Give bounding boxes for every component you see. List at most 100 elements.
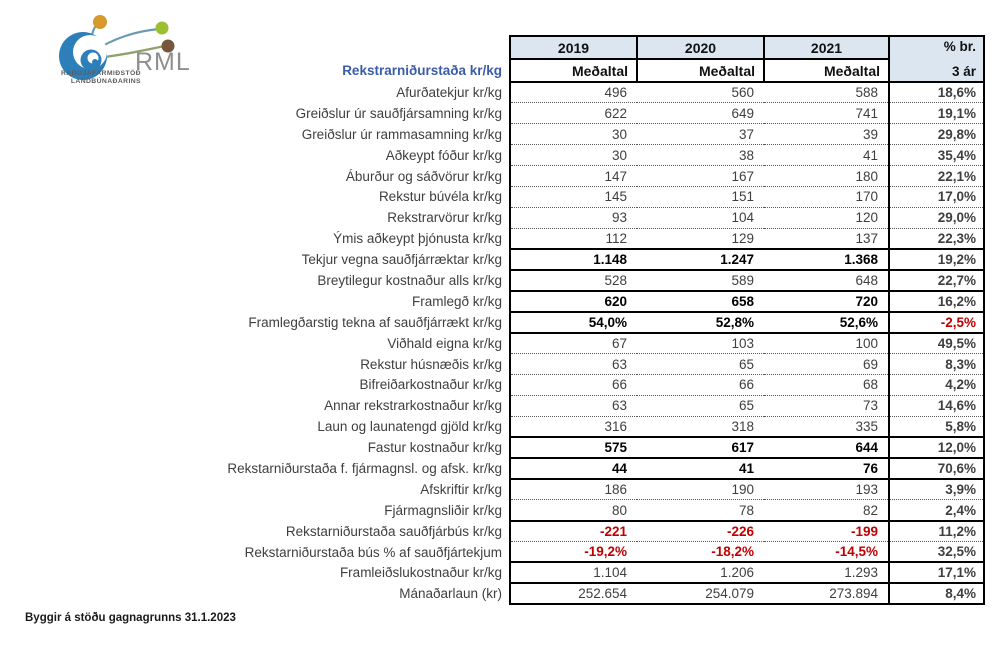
table-row: Ýmis aðkeypt þjónusta kr/kg 112 129 137 … [24,228,985,251]
value-2020: 617 [637,437,764,460]
value-2021: -199 [764,520,889,543]
row-label: Viðhald eigna kr/kg [387,335,502,351]
pct-change-value: 49,5% [888,332,985,355]
pct-change-value: 32,5% [888,541,985,564]
pct-change-value: 5,8% [888,416,985,439]
table-row: Rekstrarvörur kr/kg 93 104 120 29,0% [24,207,985,229]
header-spacer [24,36,510,59]
pct-change-value: 17,1% [888,562,985,585]
pct-change-value: 29,0% [888,207,985,229]
pct-change-value: 17,0% [888,186,985,208]
row-label: Áburður og sáðvörur kr/kg [345,168,502,184]
pct-change-value: 14,6% [888,395,985,417]
pct-change-value: 12,0% [888,437,985,460]
value-2019: 316 [509,416,637,439]
value-2021: 41 [764,144,889,167]
value-2019: -221 [509,520,637,543]
value-2020: 151 [637,186,764,208]
row-label: Annar rekstrarkostnaður kr/kg [324,398,502,414]
value-2021: 137 [764,228,889,251]
value-2019: 252.654 [509,583,637,606]
row-label: Rekstur búvéla kr/kg [378,189,502,205]
row-label: Rekstrarvörur kr/kg [387,210,502,226]
logo-subtitle-line2: LANDBÚNAÐARINS [70,78,141,86]
pct-change-value: 8,4% [888,583,985,606]
value-2019: 1.148 [509,249,637,272]
value-2021: 648 [764,270,889,292]
value-2020: 167 [637,165,764,187]
table-row: Laun og launatengd gjöld kr/kg 316 318 3… [24,416,985,439]
table-row: Áburður og sáðvörur kr/kg 147 167 180 22… [24,165,985,187]
value-2020: 190 [637,478,764,501]
row-label: Fjármagnsliðir kr/kg [384,502,502,518]
pct-change-value: 8,3% [888,353,985,375]
value-2021: 335 [764,416,889,439]
value-2020: 658 [637,290,764,313]
table-row: Tekjur vegna sauðfjárræktar kr/kg 1.148 … [24,249,985,272]
pct-change-value: -2,5% [888,311,985,334]
table-row: Framlegð kr/kg 620 658 720 16,2% [24,290,985,313]
value-2019: 63 [509,353,637,375]
value-2020: -18,2% [637,541,764,564]
value-2021: 720 [764,290,889,313]
pct-change-value: 22,7% [888,270,985,292]
value-2021: 273.894 [764,583,889,606]
value-2019: 575 [509,437,637,460]
value-2021: 73 [764,395,889,417]
value-2021: 120 [764,207,889,229]
footer-note: Byggir á stöðu gagnagrunns 31.1.2023 [25,612,236,624]
pct-change-value: 35,4% [888,144,985,167]
row-label: Tekjur vegna sauðfjárræktar kr/kg [301,252,502,268]
value-2020: 37 [637,123,764,146]
value-2019: 186 [509,478,637,501]
row-label: Rekstarniðurstaða f. fjármagnsl. og afsk… [227,460,502,476]
row-label: Greiðslur úr sauðfjársamning kr/kg [295,105,502,121]
value-2020: 1.247 [637,249,764,272]
year-header-2021: 2021 [763,35,890,60]
table-body: Afurðatekjur kr/kg 496 560 588 18,6% Gre… [24,82,985,606]
table-row: Fastur kostnaður kr/kg 575 617 644 12,0% [24,437,985,460]
table-row: Annar rekstrarkostnaður kr/kg 63 65 73 1… [24,395,985,417]
value-2019: 145 [509,186,637,208]
medaltal-header-2020: Meðaltal [636,58,765,83]
subheader-row: Rekstrarniðurstaða kr/kg Meðaltal Meðalt… [24,58,984,83]
table-row: Aðkeypt fóður kr/kg 30 38 41 35,4% [24,144,985,167]
row-label: Rekstarniðurstaða bús % af sauðfjártekju… [244,544,502,560]
value-2021: 1.368 [764,249,889,272]
row-label: Laun og launatengd gjöld kr/kg [317,419,502,435]
row-label: Framlegð kr/kg [411,293,502,309]
table-row: Greiðslur úr rammasamning kr/kg 30 37 39… [24,123,985,146]
pct-change-value: 19,1% [888,102,985,125]
pct-change-value: 70,6% [888,458,985,480]
table-row: Mánaðarlaun (kr) 252.654 254.079 273.894… [24,583,985,606]
pct-header-line1: % br. [943,39,976,54]
table-row: Rekstarniðurstaða f. fjármagnsl. og afsk… [24,458,985,480]
logo-dot-brown [161,39,175,53]
value-2019: 1.104 [509,562,637,585]
row-label: Rekstur húsnæðis kr/kg [360,356,502,372]
pct-change-value: 29,8% [888,123,985,146]
row-label: Framlegðarstig tekna af sauðfjárrækt kr/… [248,314,502,330]
pct-header-line2: 3 ár [951,64,976,79]
value-2019: 30 [509,144,637,167]
value-2020: 38 [637,144,764,167]
table-row: Fjármagnsliðir kr/kg 80 78 82 2,4% [24,499,985,522]
pct-change-value: 11,2% [888,520,985,543]
row-label: Mánaðarlaun (kr) [399,586,502,602]
value-2019: 66 [509,374,637,396]
table-row: Afskriftir kr/kg 186 190 193 3,9% [24,478,985,501]
value-2020: 65 [637,353,764,375]
value-2019: 620 [509,290,637,313]
pct-change-value: 3,9% [888,478,985,501]
value-2020: 65 [637,395,764,417]
row-label: Ýmis aðkeypt þjónusta kr/kg [333,231,502,247]
value-2020: 589 [637,270,764,292]
pct-change-value: 22,1% [888,165,985,187]
row-label: Breytilegur kostnaður alls kr/kg [317,272,502,288]
value-2021: 741 [764,102,889,125]
medaltal-header-2021: Meðaltal [763,58,890,83]
value-2021: 76 [764,458,889,480]
value-2019: 80 [509,499,637,522]
value-2021: 69 [764,353,889,375]
